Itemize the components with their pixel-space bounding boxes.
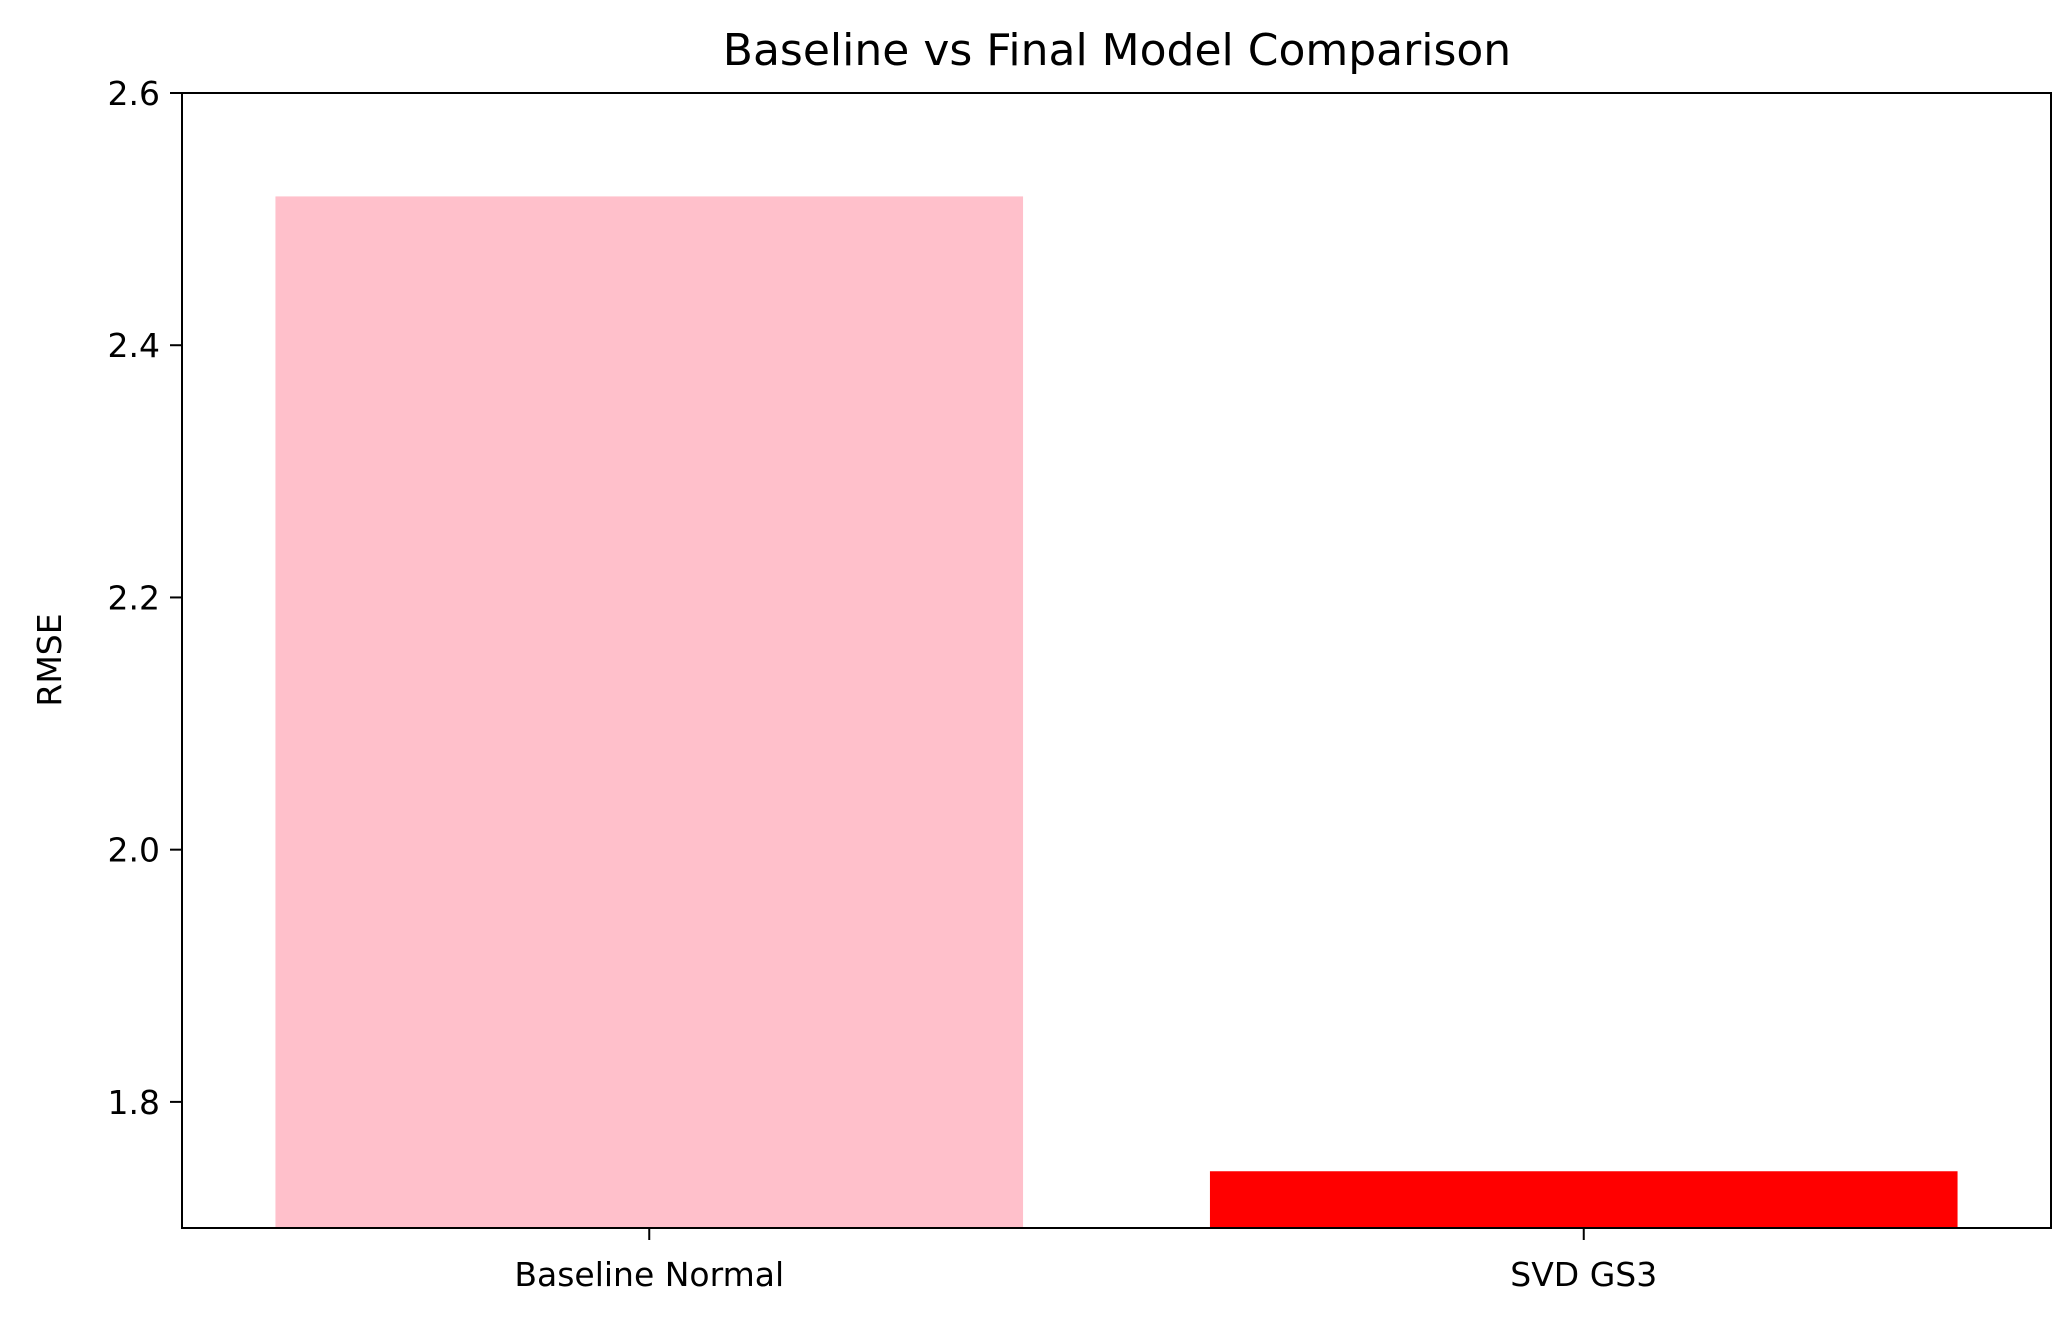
bar-svd-gs3: [1209, 1171, 1958, 1228]
x-tick-label: Baseline Normal: [514, 1255, 784, 1294]
y-tick-label: 2.4: [108, 326, 160, 365]
y-axis: 1.8 2.0 2.2 2.4 2.6: [108, 74, 182, 1122]
bar-baseline-normal: [275, 196, 1024, 1228]
y-axis-label: RMSE: [30, 613, 69, 706]
x-axis: Baseline Normal SVD GS3: [514, 1228, 1657, 1294]
y-tick-label: 1.8: [108, 1083, 160, 1122]
x-tick-label: SVD GS3: [1510, 1255, 1657, 1294]
y-tick-label: 2.6: [108, 74, 160, 113]
chart-title: Baseline vs Final Model Comparison: [723, 25, 1511, 76]
y-tick-label: 2.0: [108, 831, 160, 870]
plot-frame: [181, 92, 2052, 1229]
y-tick-label: 2.2: [108, 578, 160, 617]
bars-group: [275, 196, 1958, 1228]
